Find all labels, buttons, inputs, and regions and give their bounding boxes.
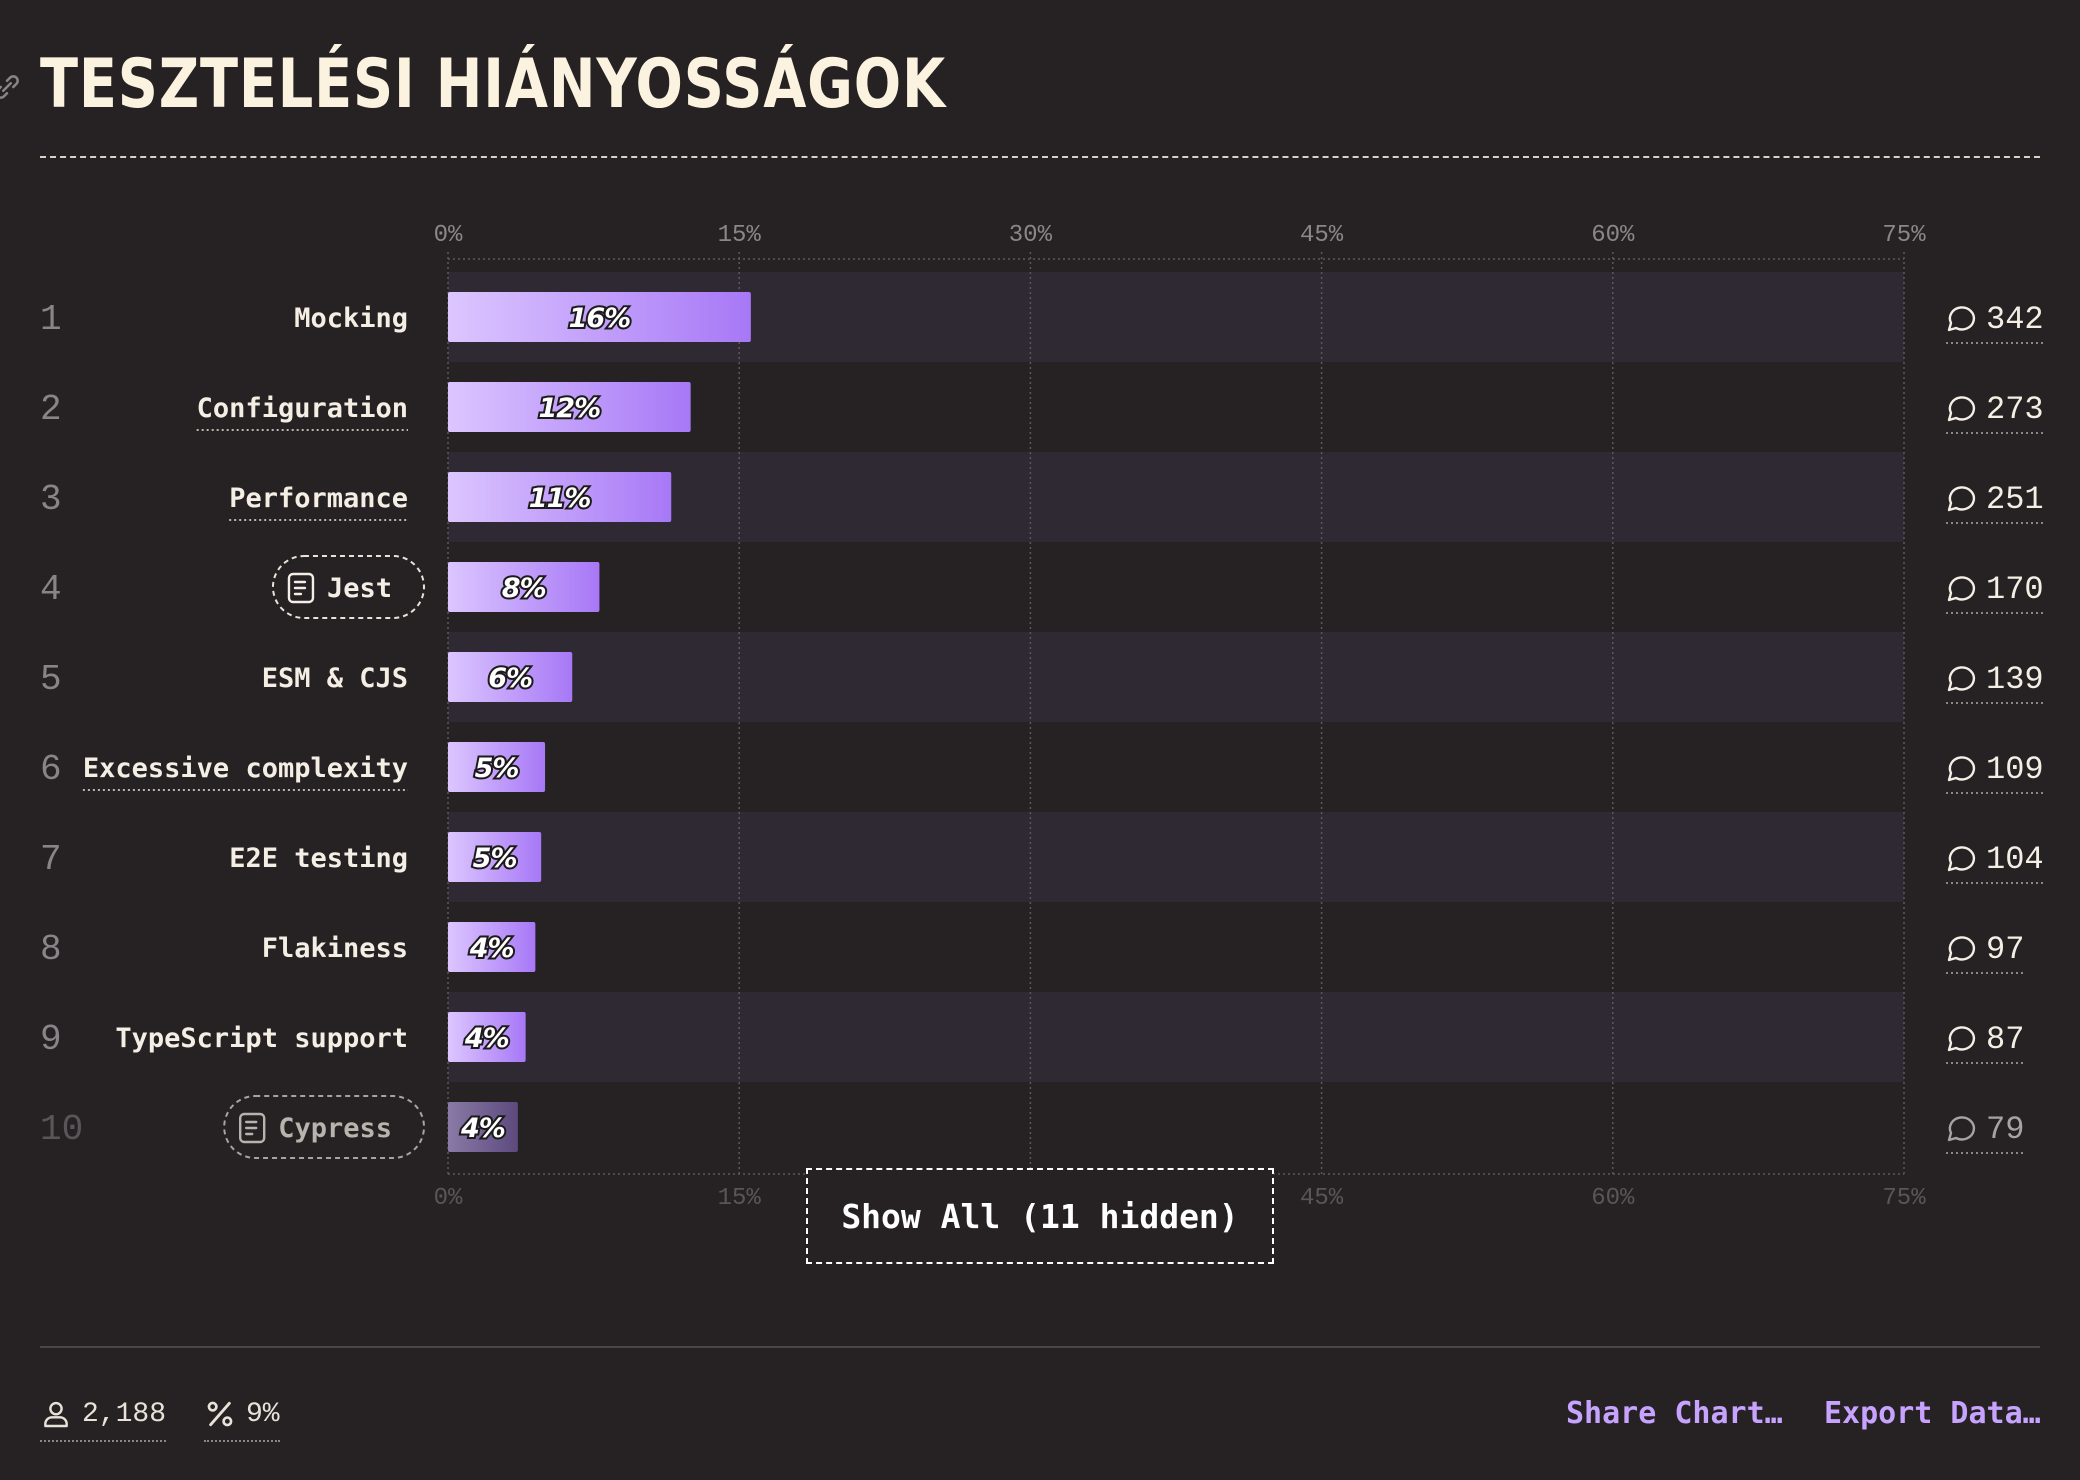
comment-count[interactable]: 139 bbox=[1986, 661, 2044, 698]
bar[interactable] bbox=[448, 922, 536, 972]
bar-value-label: 4% bbox=[460, 1113, 505, 1144]
comment-count[interactable]: 251 bbox=[1986, 481, 2044, 518]
comment-count[interactable]: 273 bbox=[1986, 391, 2044, 428]
bar[interactable] bbox=[448, 1012, 526, 1062]
tag-pill[interactable] bbox=[271, 555, 425, 619]
comment-icon bbox=[1947, 1116, 1976, 1142]
comment-count[interactable]: 170 bbox=[1986, 571, 2044, 608]
row-stripe bbox=[448, 632, 1904, 722]
category-label: ESM & CJS bbox=[262, 663, 408, 694]
show-all-button[interactable]: Show All (11 hidden) bbox=[806, 1168, 1274, 1264]
category-label: TypeScript support bbox=[115, 1023, 408, 1054]
respondents-count: 2,188 bbox=[82, 1398, 167, 1430]
respondents-stat[interactable]: 2,188 bbox=[40, 1392, 167, 1442]
rank-number: 2 bbox=[40, 389, 62, 430]
x-tick-label-bottom: 15% bbox=[718, 1185, 762, 1212]
bar-value-label: 4% bbox=[469, 933, 514, 964]
comment-count[interactable]: 109 bbox=[1986, 751, 2044, 788]
rank-number: 8 bbox=[40, 929, 62, 970]
x-tick-label-top: 75% bbox=[1882, 222, 1926, 249]
footer-divider bbox=[40, 1346, 2040, 1348]
bar-value-label: 4% bbox=[464, 1023, 509, 1054]
comment-icon bbox=[1947, 576, 1976, 602]
category-label: E2E testing bbox=[229, 843, 408, 874]
comment-icon bbox=[1947, 486, 1976, 512]
user-icon bbox=[44, 1401, 68, 1428]
comment-count[interactable]: 104 bbox=[1986, 841, 2044, 878]
category-label: Mocking bbox=[294, 303, 408, 334]
rank-number: 3 bbox=[40, 479, 62, 520]
comment-count[interactable]: 97 bbox=[1986, 931, 2024, 968]
x-tick-label-bottom: 0% bbox=[434, 1185, 463, 1212]
bar[interactable] bbox=[448, 292, 751, 342]
x-tick-label-bottom: 45% bbox=[1300, 1185, 1344, 1212]
percent-value: 9% bbox=[246, 1398, 280, 1430]
x-tick-label-top: 15% bbox=[718, 222, 762, 249]
rank-number: 6 bbox=[40, 749, 62, 790]
bar[interactable] bbox=[448, 832, 542, 882]
comment-icon bbox=[1947, 756, 1976, 782]
bar-value-label: 8% bbox=[502, 573, 546, 604]
scroll-icon bbox=[287, 572, 315, 604]
row-stripe bbox=[448, 452, 1904, 542]
chart-title: TESZTELÉSI HIÁNYOSSÁGOK bbox=[40, 45, 947, 124]
scroll-icon bbox=[239, 1112, 266, 1144]
x-tick-label-top: 30% bbox=[1009, 222, 1053, 249]
rank-number: 1 bbox=[40, 299, 62, 340]
bar[interactable] bbox=[448, 652, 573, 702]
comment-count[interactable]: 342 bbox=[1986, 301, 2044, 338]
x-tick-label-bottom: 60% bbox=[1591, 1185, 1635, 1212]
comment-count[interactable]: 87 bbox=[1986, 1021, 2024, 1058]
category-label[interactable]: Excessive complexity bbox=[83, 753, 408, 784]
category-label: Flakiness bbox=[262, 933, 408, 964]
bar-value-label: 12% bbox=[539, 393, 601, 424]
rank-number: 9 bbox=[40, 1019, 62, 1060]
percent-stat[interactable]: 9% bbox=[204, 1392, 280, 1442]
bar-value-label: 11% bbox=[529, 483, 591, 514]
bar-value-label: 16% bbox=[569, 303, 631, 334]
category-label[interactable]: Jest bbox=[327, 573, 392, 604]
row-stripe bbox=[448, 992, 1904, 1082]
title-divider bbox=[40, 156, 2040, 158]
bar[interactable] bbox=[448, 472, 672, 522]
row-stripe bbox=[448, 812, 1904, 902]
rank-number: 5 bbox=[40, 659, 62, 700]
comment-icon bbox=[1947, 936, 1976, 962]
rank-number: 10 bbox=[40, 1109, 83, 1150]
rank-number: 7 bbox=[40, 839, 62, 880]
comment-count[interactable]: 79 bbox=[1986, 1111, 2024, 1148]
category-label[interactable]: Performance bbox=[229, 483, 408, 514]
bar-value-label: 5% bbox=[473, 843, 517, 874]
rank-number: 4 bbox=[40, 569, 62, 610]
share-chart-link[interactable]: Share Chart… bbox=[1566, 1396, 1783, 1431]
bar[interactable] bbox=[448, 562, 600, 612]
comment-icon bbox=[1947, 1026, 1976, 1052]
category-label[interactable]: Cypress bbox=[278, 1113, 392, 1144]
bar-value-label: 6% bbox=[488, 663, 532, 694]
x-tick-label-top: 60% bbox=[1591, 222, 1635, 249]
link-icon[interactable] bbox=[0, 72, 22, 102]
x-tick-label-top: 45% bbox=[1300, 222, 1344, 249]
comment-icon bbox=[1947, 666, 1976, 692]
bar-value-label: 5% bbox=[475, 753, 519, 784]
comment-icon bbox=[1947, 846, 1976, 872]
percent-icon bbox=[207, 1401, 233, 1427]
bar[interactable] bbox=[448, 1102, 518, 1152]
x-tick-label-bottom: 75% bbox=[1882, 1185, 1926, 1212]
comment-icon bbox=[1947, 396, 1976, 422]
bar[interactable] bbox=[448, 382, 691, 432]
category-label[interactable]: Configuration bbox=[197, 393, 408, 424]
export-data-link[interactable]: Export Data… bbox=[1824, 1396, 2041, 1431]
x-tick-label-top: 0% bbox=[434, 222, 463, 249]
bar[interactable] bbox=[448, 742, 546, 792]
comment-icon bbox=[1947, 306, 1976, 332]
